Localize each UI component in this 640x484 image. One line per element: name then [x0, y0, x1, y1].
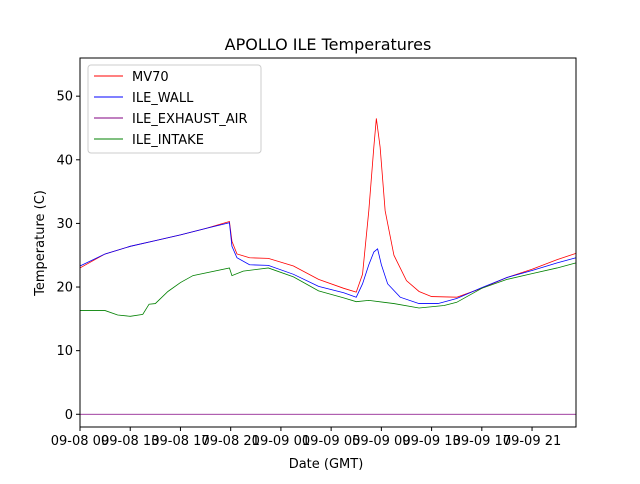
y-tick-label: 10 [56, 344, 73, 359]
series-line-ile-wall [79, 222, 577, 304]
legend-label-ile-wall: ILE_WALL [132, 91, 194, 106]
y-tick-label: 0 [65, 408, 73, 423]
x-tick-label: 09-09 21 [503, 434, 561, 449]
y-tick-label: 50 [56, 90, 73, 105]
x-tick-label: 09-08 13 [101, 434, 159, 449]
legend: MV70 ILE_WALL ILE_EXHAUST_AIR ILE_INTAKE [87, 64, 262, 154]
x-tick-label: 09-08 21 [201, 434, 259, 449]
x-tick-label: 09-09 09 [352, 434, 410, 449]
y-tick-label: 30 [56, 217, 73, 232]
y-axis: 0 10 20 30 40 50 [56, 90, 80, 423]
series-line-ile-intake [80, 262, 577, 317]
x-tick-label: 09-09 05 [302, 434, 360, 449]
chart-title: APOLLO ILE Temperatures [225, 35, 432, 54]
y-axis-label: Temperature (C) [33, 190, 48, 297]
legend-label-ile-exhaust-air: ILE_EXHAUST_AIR [132, 112, 248, 127]
legend-box [87, 64, 262, 154]
x-axis-label: Date (GMT) [289, 457, 364, 472]
y-tick-label: 20 [56, 281, 73, 296]
legend-label-mv70: MV70 [132, 70, 169, 85]
x-tick-label: 09-09 13 [402, 434, 460, 449]
x-tick-label: 09-09 17 [453, 434, 511, 449]
series-layer [79, 118, 577, 415]
y-tick-label: 40 [56, 153, 73, 168]
legend-label-ile-intake: ILE_INTAKE [132, 133, 204, 148]
plot-frame [79, 57, 577, 428]
x-tick-label: 09-08 17 [151, 434, 209, 449]
x-tick-label: 09-09 01 [252, 434, 310, 449]
x-tick-label: 09-08 09 [51, 434, 109, 449]
